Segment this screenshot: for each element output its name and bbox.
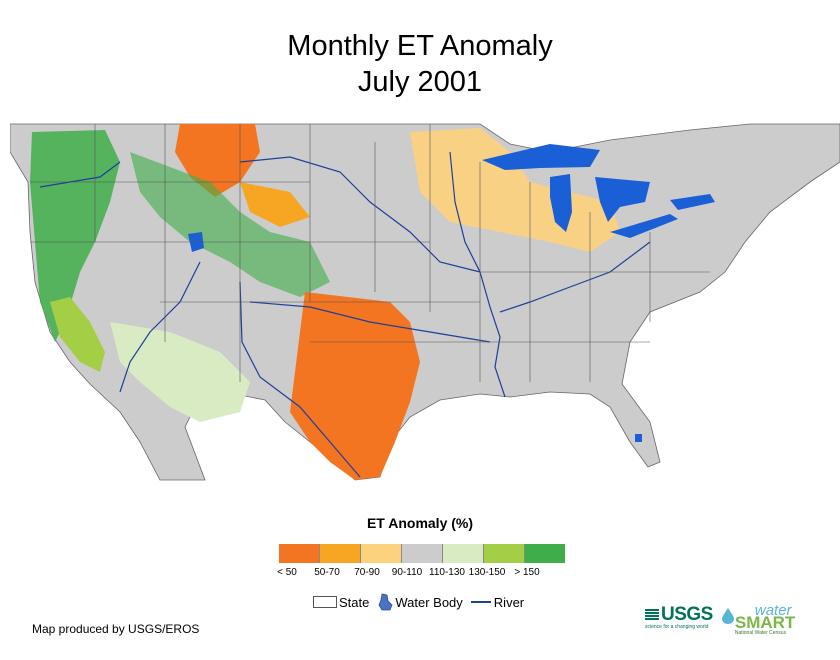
map-key: State Water Body River [313,593,532,611]
lake-erie [610,214,678,238]
columbia-river [39,161,121,188]
region-pacific-northwest [30,130,120,342]
key-water-body-label: Water Body [395,594,463,610]
watersmart-water: water [754,602,792,619]
legend-swatch [320,544,361,563]
region-southwest-desert [110,322,250,422]
legend-swatch [279,544,320,563]
map-title: Monthly ET Anomaly July 2001 [0,28,840,100]
arkansas-river [249,301,491,343]
legend-swatch [484,544,525,563]
legend-swatch [443,544,484,563]
state-boundaries [30,124,710,382]
legend-swatch [402,544,443,563]
key-water-body: Water Body [377,593,463,611]
missouri-river [239,156,481,273]
legend-label: > 150 [514,567,540,578]
legend-label: 70-90 [354,567,380,578]
colorado-river [119,261,201,393]
water-drop-icon [721,608,734,624]
map-credit: Map produced by USGS/EROS [32,622,200,636]
lake-ontario [670,194,715,210]
usgs-logo: USGS science for a changing world [645,604,713,630]
lake-superior [482,144,600,170]
us-et-anomaly-map [10,123,840,481]
legend-title: ET Anomaly (%) [366,515,474,531]
legend-label: < 50 [277,567,297,578]
rio-grande-river [239,281,361,478]
region-california-green [50,297,105,372]
legend-label: 50-70 [314,567,340,578]
legend-label: 110-130 [429,567,465,578]
lake-michigan [550,174,572,232]
ohio-river [499,241,651,313]
legend-labels: < 50 50-70 70-90 90-110 110-130 130-150 … [269,567,579,581]
mississippi-river [449,151,506,398]
key-river-label: River [493,594,525,610]
watersmart-smart: SMART [734,613,796,632]
legend-label: 130-150 [468,567,506,578]
watersmart-sub: National Water Census [734,630,787,636]
region-southern-plains [290,292,420,480]
legend-swatches [279,544,565,563]
watersmart-logo: water SMART National Water Census [721,602,807,638]
usgs-tagline: science for a changing world [645,624,709,630]
usgs-mark-icon [645,609,659,621]
legend-label: 90-110 [391,567,423,578]
state-box-icon [313,596,337,608]
legend-swatch [361,544,402,563]
legend-swatch [525,544,565,563]
key-state-label: State [339,594,370,610]
key-river: River [470,594,525,610]
logos: USGS science for a changing world water … [645,602,807,638]
river-line-icon [470,601,491,603]
title-line-2: July 2001 [357,66,483,98]
title-line-1: Monthly ET Anomaly [287,30,553,62]
lake-huron [595,177,650,222]
region-scattered-orange [240,182,310,227]
lake-okeechobee [635,434,642,442]
key-state: State [313,595,369,610]
usgs-wordmark: USGS [661,604,713,625]
water-body-icon [378,593,393,611]
region-rocky-mountains [130,152,330,297]
